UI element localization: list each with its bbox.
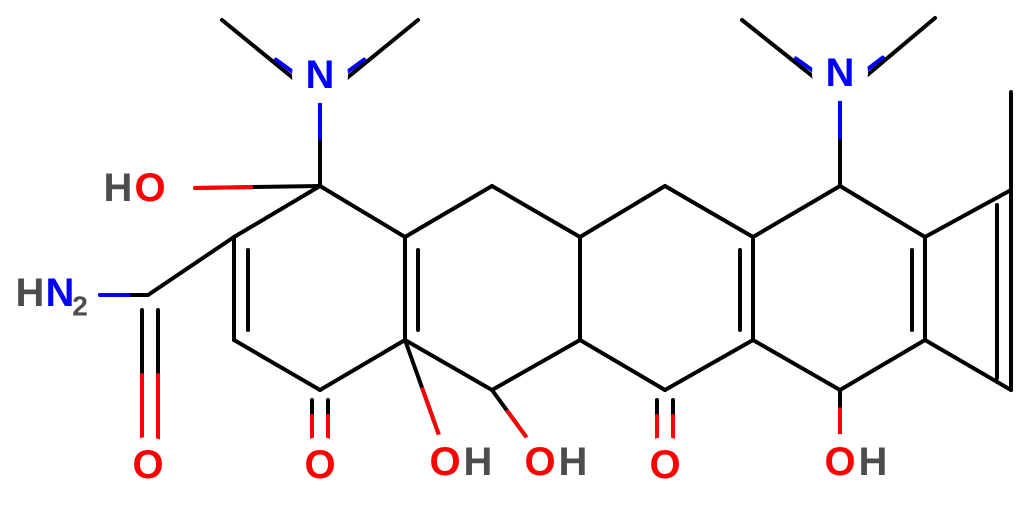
bond	[665, 186, 753, 237]
atom-label: H	[104, 166, 133, 210]
bond	[840, 340, 925, 390]
atom-label: O	[824, 440, 855, 484]
bond	[580, 186, 665, 237]
atom-label: H	[859, 440, 888, 484]
atom-label: H	[16, 271, 45, 315]
bond	[580, 340, 665, 390]
bond	[148, 237, 234, 295]
bond	[320, 340, 405, 390]
bond	[234, 340, 320, 390]
bond	[405, 186, 492, 237]
atom-label: O	[429, 440, 460, 484]
bond	[234, 186, 320, 237]
atom-label: N	[46, 271, 75, 315]
atom-label: H	[559, 440, 588, 484]
atom-label: H	[464, 440, 493, 484]
atom-label: N	[306, 53, 335, 97]
bond	[840, 186, 925, 237]
bond	[405, 340, 492, 390]
bond	[492, 340, 580, 390]
atom-label: O	[134, 166, 165, 210]
bond	[753, 186, 840, 237]
atom-label: O	[524, 440, 555, 484]
chemical-structure-svg: NNOHNH2OOOOHOHOH	[0, 0, 1031, 523]
atom-label: 2	[72, 291, 88, 322]
bond	[665, 340, 753, 390]
bond	[492, 186, 580, 237]
atom-label: N	[826, 51, 855, 95]
atom-label: O	[649, 443, 680, 487]
atom-label: O	[304, 443, 335, 487]
bond	[753, 340, 840, 390]
atom-label: O	[132, 443, 163, 487]
bond	[320, 186, 405, 237]
